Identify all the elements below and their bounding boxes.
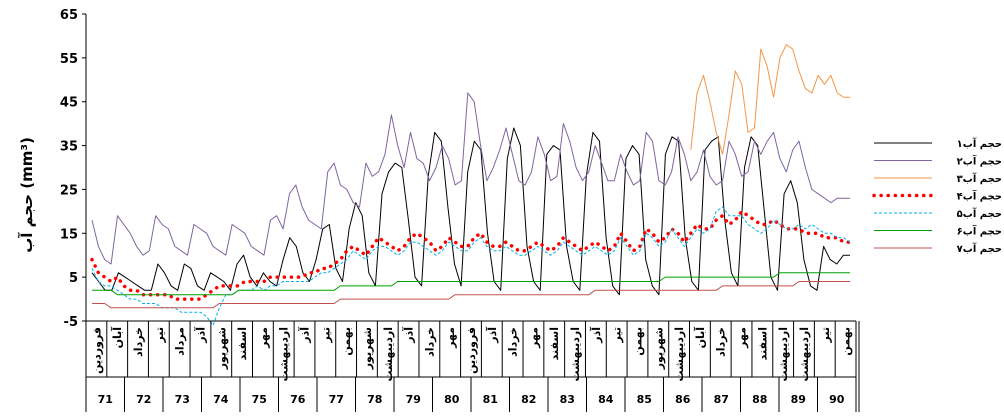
- x-tick-label: بهمن: [340, 327, 353, 356]
- y-tick-label: 5: [69, 271, 78, 286]
- y-tick-label: 35: [60, 140, 78, 155]
- year-label: 81: [483, 393, 498, 406]
- legend-label-1: حجم آب۱: [957, 137, 1002, 150]
- series-line-2: [91, 92, 850, 265]
- year-label: 82: [521, 393, 536, 406]
- year-label: 72: [136, 393, 151, 406]
- year-label: 78: [367, 393, 382, 406]
- x-tick-label: اردیبهشت: [798, 327, 811, 381]
- x-tick-label: اسفند: [756, 327, 769, 360]
- x-tick-label: اردیبهشت: [278, 327, 291, 381]
- x-tick-label: خرداد: [132, 327, 145, 357]
- x-tick-label: خرداد: [507, 327, 520, 357]
- year-label: 87: [714, 393, 729, 406]
- x-tick-label: آذر: [589, 327, 603, 344]
- x-tick-label: مهر: [257, 327, 270, 349]
- year-label: 84: [598, 393, 614, 406]
- legend-label-3: حجم آب۳: [957, 172, 1002, 185]
- x-tick-label: تیر: [611, 327, 624, 343]
- year-label: 79: [406, 393, 421, 406]
- y-axis-label: حجم آب (mm³): [18, 137, 36, 253]
- x-tick-label: آذر: [298, 327, 312, 344]
- year-label: 76: [290, 393, 306, 406]
- x-tick-label: آذر: [402, 327, 416, 344]
- legend-label-2: حجم آب۲: [957, 155, 1002, 168]
- y-axis-ticks: -5 5 15 25 35 45 55 65: [60, 8, 86, 330]
- x-tick-label: تیر: [819, 327, 832, 343]
- series-line-6: [92, 272, 850, 296]
- x-tick-label: فروردین: [465, 327, 478, 374]
- year-label: 88: [752, 393, 767, 406]
- y-tick-label: 25: [60, 183, 78, 198]
- x-tick-label: اسفند: [236, 327, 249, 360]
- x-axis: فروردین آبان خرداد تیر مرداد آذر شهریور اسفند مه…: [85, 321, 860, 412]
- x-tick-label: شهریور: [361, 327, 374, 370]
- plot-axes: [85, 14, 856, 322]
- x-tick-label: اردیبهشت: [777, 327, 790, 381]
- x-tick-label: شهریور: [215, 327, 228, 370]
- x-tick-label: شهریور: [652, 327, 665, 370]
- year-label: 89: [791, 393, 806, 406]
- x-tick-label: اردیبهشت: [569, 327, 582, 381]
- year-label: 75: [252, 393, 267, 406]
- series-line-7: [92, 281, 850, 309]
- year-label: 90: [829, 393, 845, 406]
- y-tick-label: 15: [60, 227, 78, 242]
- y-tick-label: -5: [64, 315, 78, 330]
- series-line-5: [91, 206, 851, 326]
- x-tick-label: آبان: [110, 327, 124, 349]
- legend-label-4: حجم آب۴: [957, 190, 1002, 203]
- legend: حجم آب۱ حجم آب۲ حجم آب۳ حجم آب۴ حجم آب۵ حجم آ…: [872, 137, 1002, 255]
- y-tick-label: 45: [60, 96, 78, 111]
- x-tick-label: تیر: [319, 327, 332, 343]
- year-label: 86: [675, 393, 691, 406]
- x-tick-label: آذر: [194, 327, 208, 344]
- series-layer: [90, 44, 852, 326]
- x-tick-label: اردیبهشت: [382, 327, 395, 381]
- y-tick-label: 65: [60, 8, 78, 23]
- year-label: 71: [98, 393, 113, 406]
- year-label: 73: [175, 393, 190, 406]
- x-tick-label: اردیبهشت: [673, 327, 686, 381]
- legend-label-7: حجم آب۷: [957, 242, 1002, 255]
- x-tick-label: بهمن: [840, 327, 853, 356]
- year-label: 77: [329, 393, 344, 406]
- legend-label-5: حجم آب۵: [957, 207, 1002, 220]
- series-line-1: [91, 127, 850, 296]
- x-tick-label: آبان: [693, 327, 707, 349]
- year-label: 85: [637, 393, 652, 406]
- legend-label-6: حجم آب۶: [957, 225, 1002, 238]
- x-tick-label: خرداد: [423, 327, 436, 357]
- x-tick-label: مهر: [527, 327, 540, 349]
- x-tick-label: بهمن: [632, 327, 645, 356]
- x-tick-label: مهر: [444, 327, 457, 349]
- x-tick-label: تیر: [153, 327, 166, 343]
- series-line-3: [690, 44, 850, 155]
- year-label: 74: [213, 393, 229, 406]
- year-label: 80: [444, 393, 460, 406]
- year-label: 83: [560, 393, 575, 406]
- y-tick-label: 55: [60, 52, 78, 67]
- x-tick-label: آذر: [485, 327, 499, 344]
- x-tick-label: خرداد: [715, 327, 728, 357]
- x-tick-label: فروردین: [90, 327, 103, 374]
- x-tick-label: اسفند: [548, 327, 561, 360]
- x-tick-label: مرداد: [174, 327, 187, 356]
- x-tick-label: مهر: [736, 327, 749, 349]
